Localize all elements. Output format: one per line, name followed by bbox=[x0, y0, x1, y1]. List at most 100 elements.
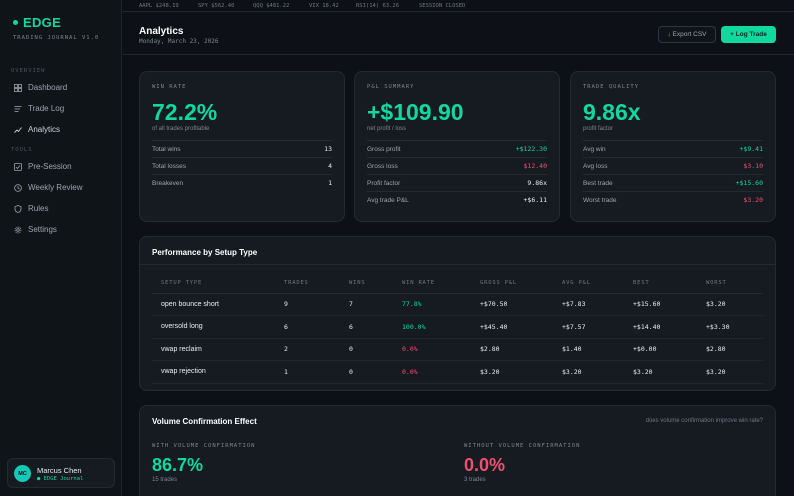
volume-confirmation-panel: Volume Confirmation Effect does volume c… bbox=[139, 405, 776, 496]
sidebar-item-label: Trade Log bbox=[28, 104, 65, 113]
sidebar-item-pre-session[interactable]: Pre-Session bbox=[14, 162, 72, 171]
cell-wins: 0 bbox=[340, 360, 393, 384]
cell-best: +$15.60 bbox=[624, 293, 697, 316]
card-row: Profit factor 9.86x bbox=[367, 174, 547, 191]
cell-win-rate: 0.0% bbox=[393, 360, 471, 384]
win-rate-card: WIN RATE 72.2% of all trades profitable … bbox=[139, 71, 345, 222]
sidebar-item-settings[interactable]: Settings bbox=[14, 225, 57, 234]
table-row[interactable]: vwap rejection 1 0 0.0% $3.20 $3.20 $3.2… bbox=[152, 360, 763, 384]
sidebar-item-label: Rules bbox=[28, 204, 49, 213]
brand-dot-icon bbox=[13, 20, 18, 25]
ticker-item: QQQ $481.22 bbox=[253, 3, 290, 9]
row-key: Gross loss bbox=[367, 162, 398, 170]
table-row[interactable]: oversold long 6 6 100.0% +$45.40 +$7.57 … bbox=[152, 315, 763, 339]
with-volume-count: 15 trades bbox=[152, 477, 178, 483]
without-volume-count: 3 trades bbox=[464, 477, 486, 483]
page-title: Analytics bbox=[139, 26, 184, 37]
row-value: +$6.11 bbox=[523, 196, 547, 204]
cell-gross-pnl: $3.20 bbox=[471, 360, 553, 384]
column-header[interactable]: WORST bbox=[697, 274, 763, 294]
row-value: +$122.30 bbox=[515, 145, 547, 153]
setup-performance-panel: Performance by Setup Type SETUP TYPE TRA… bbox=[139, 236, 776, 391]
row-key: Gross profit bbox=[367, 145, 401, 153]
column-header[interactable]: TRADES bbox=[275, 274, 340, 294]
section-label-tools: TOOLS bbox=[11, 147, 33, 153]
cell-trades: 2 bbox=[275, 338, 340, 361]
user-card[interactable]: MC Marcus Chen ● EDGE Journal bbox=[7, 458, 115, 488]
cell-worst: +$3.30 bbox=[697, 315, 763, 339]
card-row: Total losses 4 bbox=[152, 157, 332, 174]
cell-best: +$0.00 bbox=[624, 338, 697, 361]
dashboard-icon bbox=[14, 83, 22, 92]
row-key: Total losses bbox=[152, 162, 186, 170]
user-name: Marcus Chen bbox=[37, 466, 82, 475]
row-value: +$15.60 bbox=[735, 179, 763, 187]
row-value: +$9.41 bbox=[739, 145, 763, 153]
panel-title: Performance by Setup Type bbox=[152, 248, 258, 257]
checkbox-icon bbox=[14, 162, 22, 171]
sidebar-item-analytics[interactable]: Analytics bbox=[14, 125, 60, 134]
card-row: Avg win +$9.41 bbox=[583, 140, 763, 157]
gear-icon bbox=[14, 226, 22, 234]
sidebar-item-label: Analytics bbox=[28, 125, 61, 134]
table-header-row: SETUP TYPE TRADES WINS WIN RATE GROSS P&… bbox=[152, 274, 763, 294]
table-row[interactable]: open bounce short 9 7 77.8% +$70.50 +$7.… bbox=[152, 293, 763, 316]
cell-win-rate: 100.0% bbox=[393, 315, 471, 339]
avatar: MC bbox=[14, 465, 31, 482]
shield-icon bbox=[14, 204, 22, 213]
cell-setup: open bounce short bbox=[152, 293, 275, 316]
card-row: Avg trade P&L +$6.11 bbox=[367, 191, 547, 208]
cell-avg-pnl: +$7.57 bbox=[553, 315, 624, 339]
sidebar-item-label: Weekly Review bbox=[28, 183, 83, 192]
card-value: +$109.90 bbox=[367, 99, 464, 125]
sidebar-item-trade-log[interactable]: Trade Log bbox=[14, 104, 64, 113]
brand[interactable]: EDGE TRADING JOURNAL V1.0 bbox=[13, 15, 99, 41]
ticker-item: RSI(14) 63.26 bbox=[356, 3, 400, 9]
card-row: Breakeven 1 bbox=[152, 174, 332, 191]
cell-trades: 9 bbox=[275, 293, 340, 316]
column-header[interactable]: WINS bbox=[340, 274, 393, 294]
cell-best: +$14.40 bbox=[624, 315, 697, 339]
sidebar-item-rules[interactable]: Rules bbox=[14, 204, 48, 213]
cell-worst: $3.20 bbox=[697, 360, 763, 384]
cell-avg-pnl: +$7.83 bbox=[553, 293, 624, 316]
row-key: Breakeven bbox=[152, 179, 184, 187]
clock-icon bbox=[14, 183, 22, 192]
row-value: 4 bbox=[328, 162, 332, 170]
column-header[interactable]: WIN RATE bbox=[393, 274, 471, 294]
column-header[interactable]: SETUP TYPE bbox=[152, 274, 275, 294]
sidebar-item-dashboard[interactable]: Dashboard bbox=[14, 83, 67, 92]
row-value: $12.40 bbox=[523, 162, 547, 170]
ticker-bar: AAPL $248.19 SPY $562.40 QQQ $481.22 VIX… bbox=[123, 0, 794, 12]
table-row[interactable]: vwap reclaim 2 0 0.0% $2.80 $1.40 +$0.00… bbox=[152, 338, 763, 361]
cell-avg-pnl: $1.40 bbox=[553, 338, 624, 361]
sidebar: EDGE TRADING JOURNAL V1.0 OVERVIEW Dashb… bbox=[0, 0, 122, 496]
card-value: 72.2% bbox=[152, 99, 218, 125]
row-key: Profit factor bbox=[367, 179, 401, 187]
column-header[interactable]: BEST bbox=[624, 274, 697, 294]
card-row: Gross profit +$122.30 bbox=[367, 140, 547, 157]
row-value: $3.20 bbox=[743, 196, 763, 204]
export-csv-button[interactable]: ↓ Export CSV bbox=[658, 26, 716, 43]
log-trade-button[interactable]: + Log Trade bbox=[721, 26, 776, 43]
card-subtitle: profit factor bbox=[583, 126, 614, 132]
cell-setup: vwap rejection bbox=[152, 360, 275, 384]
card-label: TRADE QUALITY bbox=[583, 84, 640, 90]
cell-worst: $3.20 bbox=[697, 293, 763, 316]
with-volume-label: WITH VOLUME CONFIRMATION bbox=[152, 443, 256, 449]
column-header[interactable]: GROSS P&L bbox=[471, 274, 553, 294]
row-key: Avg trade P&L bbox=[367, 196, 409, 204]
brand-name: EDGE bbox=[23, 15, 62, 30]
panel-title: Volume Confirmation Effect bbox=[152, 417, 257, 426]
ticker-item: SESSION CLOSED bbox=[419, 3, 466, 9]
panel-divider bbox=[140, 264, 775, 265]
card-row: Worst trade $3.20 bbox=[583, 191, 763, 208]
cell-setup: oversold long bbox=[152, 315, 275, 339]
cell-wins: 7 bbox=[340, 293, 393, 316]
cell-win-rate: 0.0% bbox=[393, 338, 471, 361]
column-header[interactable]: AVG P&L bbox=[553, 274, 624, 294]
card-row: Gross loss $12.40 bbox=[367, 157, 547, 174]
header-divider bbox=[123, 54, 794, 55]
sidebar-item-weekly-review[interactable]: Weekly Review bbox=[14, 183, 83, 192]
trade-quality-card: TRADE QUALITY 9.86x profit factor Avg wi… bbox=[570, 71, 776, 222]
